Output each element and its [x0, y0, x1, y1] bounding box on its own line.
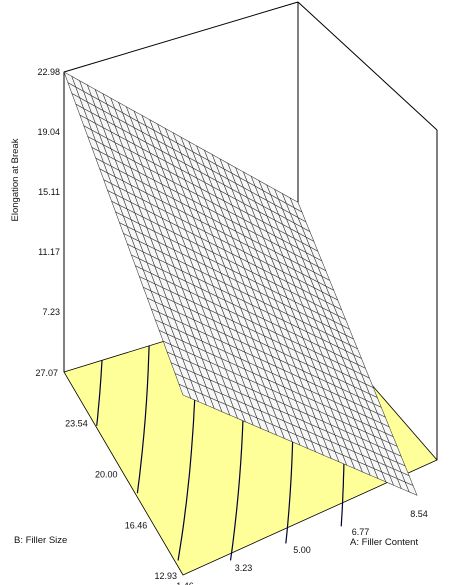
z-axis-label: Elongation at Break — [10, 138, 21, 221]
box-edge-top-back — [63, 1, 299, 73]
z-tick-label: 11.17 — [38, 247, 60, 257]
axis-labels: Elongation at Break A: Filler Content B:… — [10, 138, 418, 548]
tick-labels: 22.98 19.04 15.11 11.17 7.23 1.46 3.23 5.00 6.77… — [35, 67, 427, 585]
box-edge-top-right — [297, 1, 438, 131]
z-tick-label: 19.04 — [37, 127, 60, 137]
y-tick-label: 16.46 — [125, 520, 148, 530]
y-axis-label: B: Filler Size — [14, 535, 67, 546]
y-tick-label: 27.07 — [35, 368, 58, 378]
x-tick-label: 6.77 — [352, 527, 370, 537]
surface-cell — [404, 481, 418, 496]
z-tick-label: 7.23 — [42, 307, 60, 317]
y-tick-label: 23.54 — [65, 419, 88, 429]
x-tick-label: 5.00 — [293, 545, 311, 555]
x-tick-label: 8.54 — [410, 509, 428, 519]
contour-line — [136, 345, 150, 494]
y-tick-label: 20.00 — [95, 470, 118, 480]
z-tick-label: 22.98 — [37, 67, 60, 77]
response-surface-mesh — [63, 71, 418, 496]
z-tick-label: 15.11 — [38, 187, 60, 197]
contour-line — [96, 360, 103, 426]
x-axis-label: A: Filler Content — [350, 537, 418, 548]
x-tick-label: 3.23 — [235, 563, 253, 573]
y-tick-label: 12.93 — [154, 571, 177, 581]
x-tick-label: 1.46 — [176, 581, 194, 585]
plot-box-frame — [63, 1, 438, 460]
